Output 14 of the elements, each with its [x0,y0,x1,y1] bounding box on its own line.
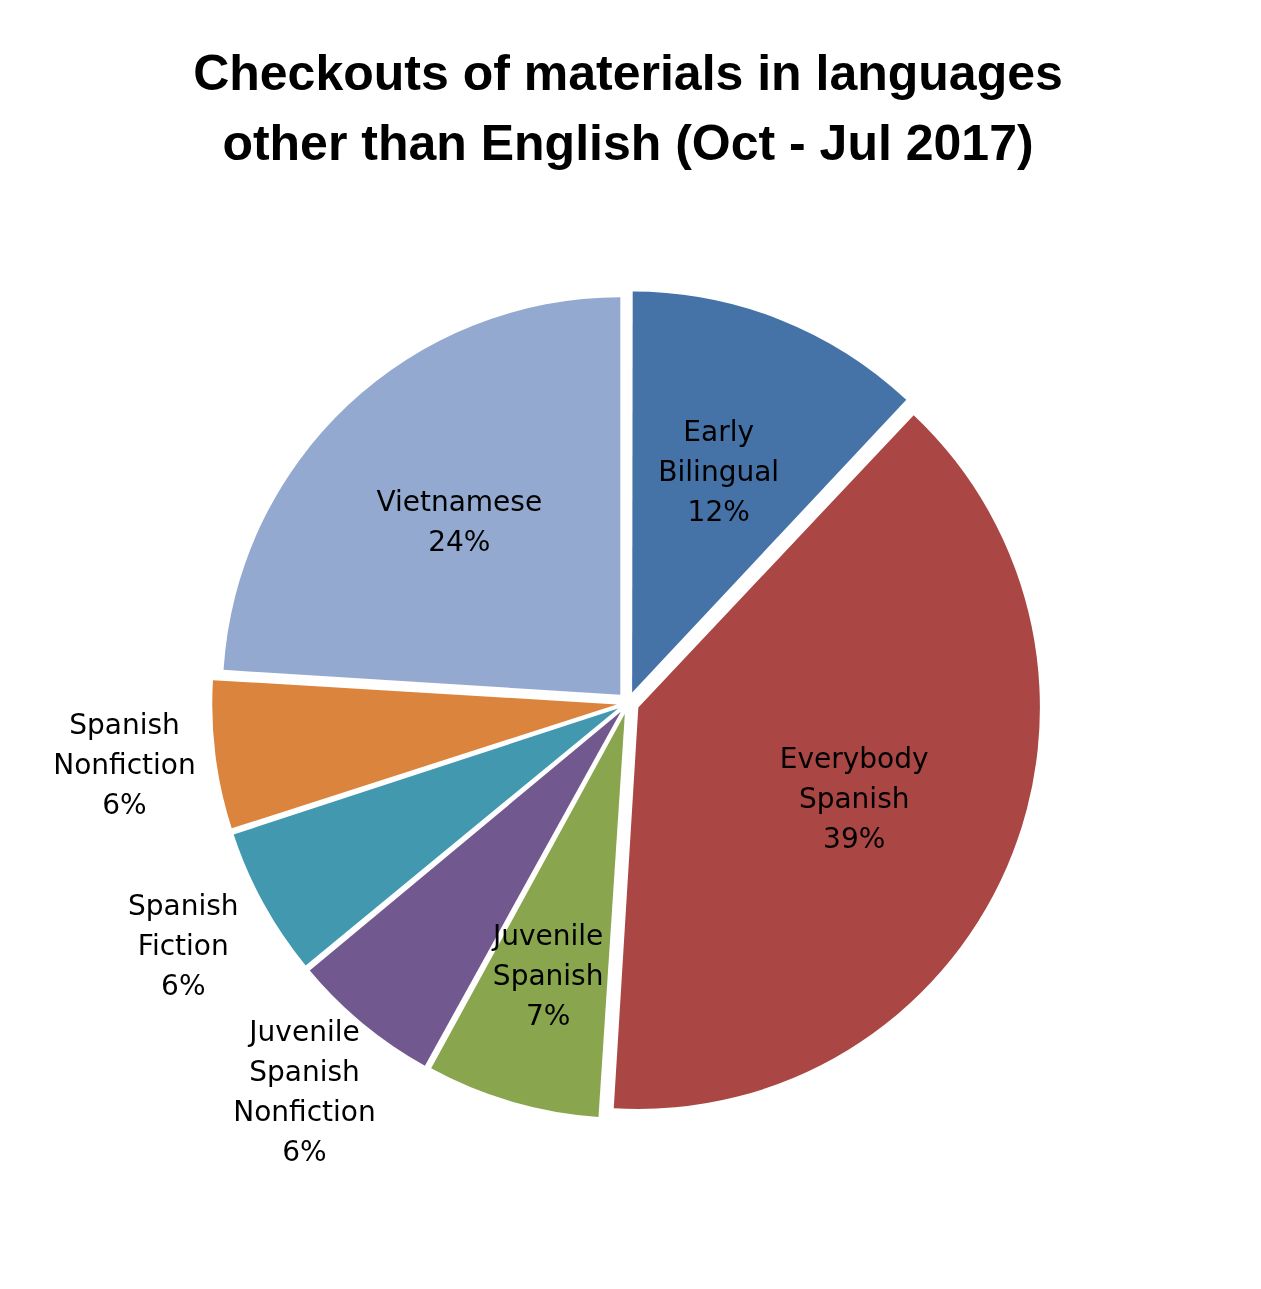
data-label: 39% [823,822,886,856]
data-label: 6% [282,1135,327,1169]
slice-label: Juvenile Spanish Nonfiction [233,1015,376,1129]
data-label: 6% [102,787,147,821]
data-label: 24% [428,524,491,558]
data-label: 6% [161,968,206,1002]
slice-label: Vietnamese [376,484,543,518]
slice-label: Spanish Fiction [127,888,239,962]
data-label: 12% [687,495,750,529]
slice-label: Spanish Nonfiction [53,707,196,781]
data-label: 7% [525,999,571,1033]
slice-label: Early Bilingual [658,415,780,489]
slice-label: Everybody Spanish [779,742,929,816]
chart-title: Checkouts of materials in languages other than English (Oct - Jul 2017) [192,44,1064,173]
